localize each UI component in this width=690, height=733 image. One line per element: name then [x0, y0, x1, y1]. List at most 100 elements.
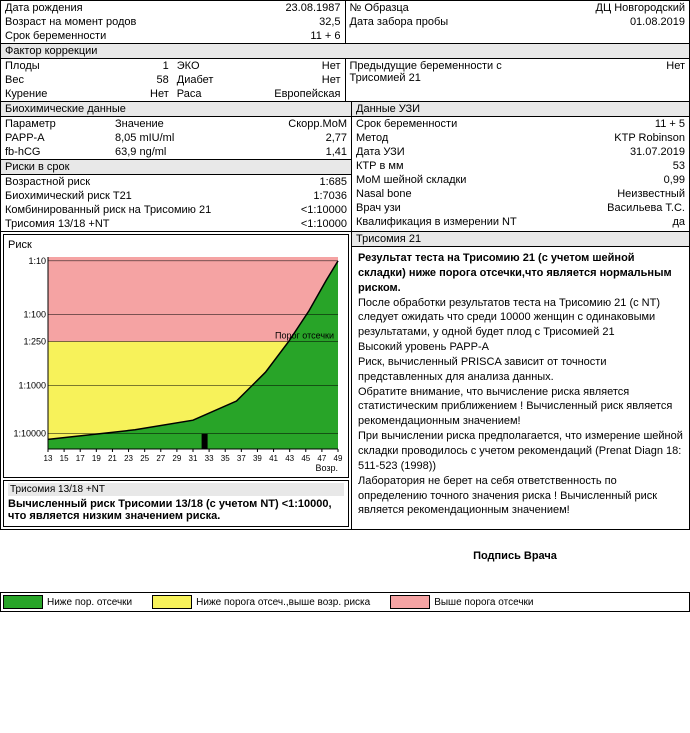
svg-text:1:100: 1:100 [23, 310, 46, 320]
prev-preg-label: Предыдущие беременности с Трисомией 21 [350, 60, 550, 84]
uzi-qual-value: да [672, 216, 685, 228]
t1318-text: Вычисленный риск Трисомии 13/18 (с учето… [8, 496, 344, 524]
preg-term-value: 11 + 6 [310, 30, 340, 42]
uzi-qual-label: Квалификация в измерении NT [356, 216, 517, 228]
t21-details: После обработки результатов теста на Три… [358, 296, 683, 519]
bio-h-value: Значение [115, 118, 235, 130]
uzi-doctor-label: Врач узи [356, 202, 401, 214]
hcg-label: fb-hCG [5, 146, 115, 158]
risk-chart: Риск 1:101:1001:2501:10001:10000Порог от… [3, 234, 349, 478]
uzi-date-label: Дата УЗИ [356, 146, 405, 158]
risk-bio-value: 1:7036 [313, 190, 347, 202]
correction-header: Фактор коррекции [1, 43, 689, 59]
uzi-term-value: 11 + 5 [655, 118, 685, 130]
svg-text:25: 25 [140, 454, 149, 463]
race-value: Европейская [274, 88, 340, 100]
svg-text:27: 27 [156, 454, 165, 463]
svg-text:1:10: 1:10 [28, 256, 46, 266]
weight-value: 58 [157, 74, 169, 86]
smoking-label: Курение [5, 88, 47, 100]
age-label: Возраст на момент родов [5, 16, 136, 28]
age-value: 32,5 [319, 16, 340, 28]
svg-text:15: 15 [60, 454, 69, 463]
uzi-method-label: Метод [356, 132, 388, 144]
t21-bold: Результат теста на Трисомию 21 (с учетом… [358, 251, 683, 296]
svg-text:Порог отсечки: Порог отсечки [275, 330, 334, 340]
uzi-nasal-value: Неизвестный [617, 188, 685, 200]
legend-swatch-green [3, 595, 43, 609]
bio-h-param: Параметр [5, 118, 115, 130]
fetuses-label: Плоды [5, 60, 40, 72]
svg-text:19: 19 [92, 454, 101, 463]
svg-text:37: 37 [237, 454, 246, 463]
risk-bio-label: Биохимический риск T21 [5, 190, 132, 202]
svg-text:17: 17 [76, 454, 85, 463]
svg-text:31: 31 [189, 454, 198, 463]
hcg-mom: 1,41 [235, 146, 347, 158]
diabetes-label: Диабет [177, 74, 214, 86]
svg-text:13: 13 [44, 454, 53, 463]
race-label: Раса [177, 88, 202, 100]
sample-date-label: Дата забора пробы [350, 16, 449, 28]
svg-text:23: 23 [124, 454, 133, 463]
uzi-doctor-value: Васильева Т.С. [607, 202, 685, 214]
risks-header: Риски в срок [1, 159, 351, 175]
risk-comb-value: <1:10000 [301, 204, 347, 216]
t1318-box: Трисомия 13/18 +NT Вычисленный риск Трис… [3, 480, 349, 527]
svg-text:45: 45 [301, 454, 310, 463]
svg-text:43: 43 [285, 454, 294, 463]
risk-t1318-value: <1:10000 [301, 218, 347, 230]
dob-value: 23.08.1987 [285, 2, 340, 14]
svg-text:21: 21 [108, 454, 117, 463]
bio-uzi-block: Биохимические данные ПараметрЗначениеСко… [1, 101, 689, 231]
svg-text:41: 41 [269, 454, 278, 463]
sample-no-label: № Образца [350, 2, 409, 14]
papp-value: 8,05 mIU/ml [115, 132, 235, 144]
document: Дата рождения 23.08.1987 Возраст на момен… [0, 0, 690, 530]
sample-no-value: ДЦ Новгородский [596, 2, 685, 14]
correction-block: Плоды1 Вес58 КурениеНет ЭКОНет ДиабетНет… [1, 59, 689, 101]
diabetes-value: Нет [322, 74, 341, 86]
svg-text:29: 29 [172, 454, 181, 463]
prev-preg-value: Нет [666, 60, 685, 84]
legend-swatch-yellow [152, 595, 192, 609]
uzi-method-value: KTP Robinson [614, 132, 685, 144]
legend-b: Ниже порога отсеч.,выше возр. риска [196, 597, 370, 608]
uzi-date-value: 31.07.2019 [630, 146, 685, 158]
svg-text:1:250: 1:250 [23, 336, 46, 346]
uzi-term-label: Срок беременности [356, 118, 457, 130]
svg-text:35: 35 [221, 454, 230, 463]
smoking-value: Нет [150, 88, 169, 100]
papp-mom: 2,77 [235, 132, 347, 144]
uzi-nt-value: 0,99 [664, 174, 685, 186]
svg-text:Возр.: Возр. [315, 463, 338, 473]
risk-chart-svg: 1:10 1:100 1:250 1:1000 1:10000 Порог отсечки… [8, 253, 344, 473]
uzi-ktr-label: КТР в мм [356, 160, 404, 172]
uzi-nasal-label: Nasal bone [356, 188, 412, 200]
legend-a: Ниже пор. отсечки [47, 597, 132, 608]
svg-text:1:1000: 1:1000 [18, 381, 46, 391]
risk-comb-label: Комбинированный риск на Трисомию 21 [5, 204, 211, 216]
weight-label: Вес [5, 74, 24, 86]
t21-header: Трисомия 21 [352, 232, 689, 247]
sample-date-value: 01.08.2019 [630, 16, 685, 28]
svg-text:47: 47 [317, 454, 326, 463]
t1318-header: Трисомия 13/18 +NT [8, 483, 344, 496]
fetuses-value: 1 [163, 60, 169, 72]
svg-text:1:10000: 1:10000 [13, 429, 46, 439]
chart-t21-block: Риск 1:101:1001:2501:10001:10000Порог от… [1, 231, 689, 529]
legend: Ниже пор. отсечки Ниже порога отсеч.,выш… [0, 592, 690, 612]
hcg-value: 63,9 ng/ml [115, 146, 235, 158]
top-block: Дата рождения 23.08.1987 Возраст на момен… [1, 1, 689, 43]
uzi-ktr-value: 53 [673, 160, 685, 172]
preg-term-label: Срок беременности [5, 30, 106, 42]
papp-label: PAPP-A [5, 132, 115, 144]
bio-h-mom: Скорр.MoM [235, 118, 347, 130]
signature-label: Подпись Врача [340, 530, 690, 572]
dob-label: Дата рождения [5, 2, 83, 14]
legend-c: Выше порога отсечки [434, 597, 533, 608]
svg-text:33: 33 [205, 454, 214, 463]
risk-t1318-label: Трисомия 13/18 +NT [5, 218, 110, 230]
eko-value: Нет [322, 60, 341, 72]
uzi-header: Данные УЗИ [352, 101, 689, 117]
